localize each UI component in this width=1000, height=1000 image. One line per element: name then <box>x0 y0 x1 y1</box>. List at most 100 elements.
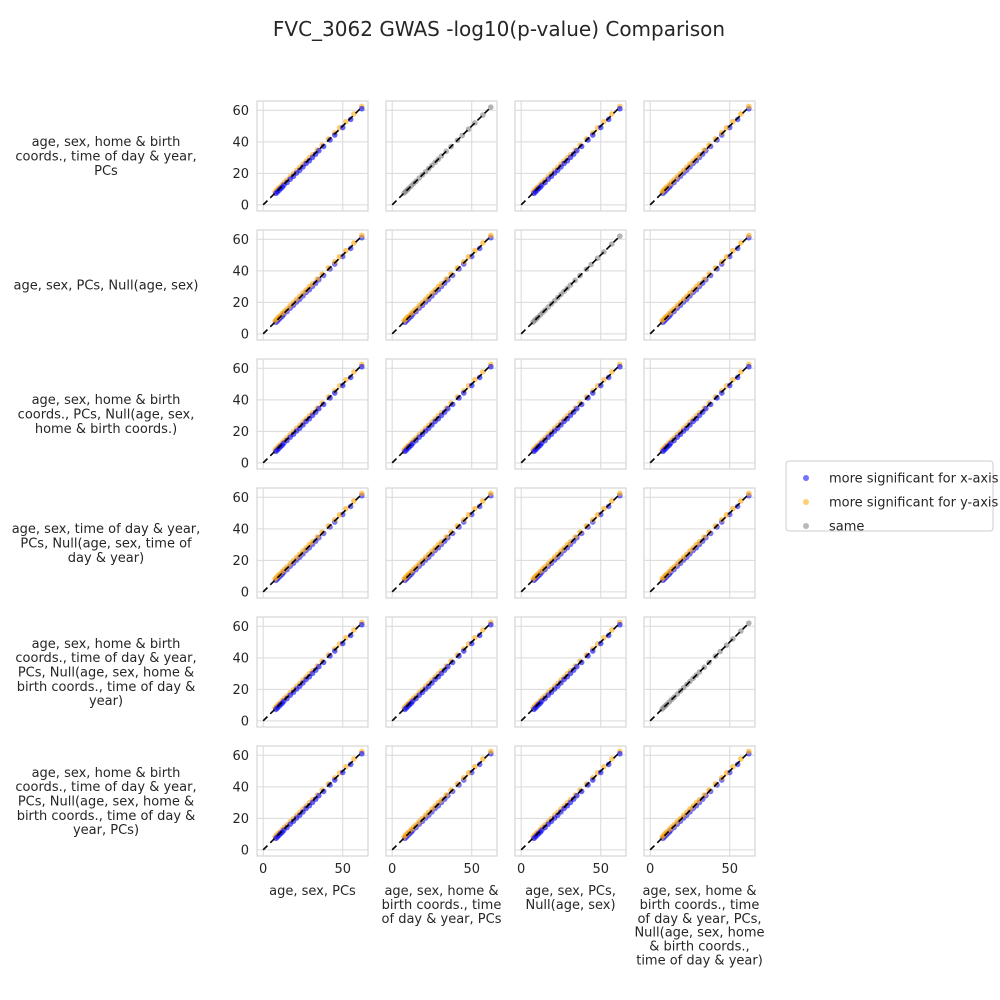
identity-line <box>391 751 492 851</box>
data-point <box>585 137 591 143</box>
data-point <box>597 640 604 647</box>
row-label: age, sex, time of day & year, PCs, Null(a… <box>12 522 201 566</box>
y-tick-label: 20 <box>232 296 249 311</box>
data-point <box>347 374 354 381</box>
data-point <box>359 105 365 112</box>
data-point <box>746 620 752 626</box>
data-point <box>325 265 332 271</box>
identity-line <box>649 364 750 464</box>
data-point <box>472 763 478 770</box>
y-tick-label: 20 <box>232 425 249 440</box>
panel-r2-c3 <box>514 229 627 341</box>
column-label: age, sex, PCs <box>269 884 356 899</box>
data-point <box>359 490 365 497</box>
identity-line <box>262 622 363 722</box>
data-point <box>605 761 612 768</box>
data-point <box>605 374 612 381</box>
data-point <box>465 511 472 518</box>
panel-r3-c2 <box>385 358 498 470</box>
data-point <box>476 374 483 381</box>
data-point <box>438 796 445 803</box>
data-point <box>572 534 579 540</box>
data-point <box>320 401 327 408</box>
data-point <box>601 376 607 383</box>
data-point <box>578 659 585 666</box>
data-point <box>701 534 708 540</box>
legend-label: same <box>829 520 864 535</box>
data-point <box>336 511 343 518</box>
data-point <box>567 538 574 545</box>
y-tick-label: 40 <box>232 651 249 666</box>
panel-r1-c3 <box>514 100 627 212</box>
data-point <box>472 634 478 641</box>
panel-r3-c1: 0 20 40 60 <box>232 358 369 471</box>
data-point <box>319 529 325 535</box>
panel-r3-c4 <box>643 358 756 470</box>
data-point <box>701 792 708 798</box>
panel-r4-c3 <box>514 487 627 599</box>
panel-grid: 0 20 40 60 0 20 40 60 0 20 40 60 0 20 40 60 0 20 40 60 0 20 40… <box>232 100 756 877</box>
panel-r6-c2: 0 50 <box>385 745 498 877</box>
data-point <box>617 233 623 239</box>
data-point <box>319 271 325 277</box>
data-point <box>601 763 607 770</box>
data-point <box>578 143 585 150</box>
data-point <box>456 395 462 401</box>
data-point <box>696 151 703 158</box>
panel-r1-c4 <box>643 100 756 212</box>
data-point <box>448 787 454 793</box>
data-point <box>585 395 591 401</box>
data-point <box>617 490 623 497</box>
data-point <box>320 659 327 666</box>
identity-line <box>262 364 363 464</box>
x-tick-label: 0 <box>517 862 525 877</box>
data-point <box>325 523 332 529</box>
data-point <box>488 490 494 497</box>
data-point <box>309 280 316 287</box>
data-point <box>476 632 483 639</box>
data-point <box>343 763 349 770</box>
y-tick-label: 0 <box>241 327 249 342</box>
identity-line <box>262 106 363 206</box>
x-tick-label: 50 <box>463 862 480 877</box>
data-point <box>443 534 450 540</box>
data-point <box>583 523 590 529</box>
panel-r6-c1: 0 20 40 60 0 50 <box>232 745 369 877</box>
legend-marker <box>803 499 809 505</box>
y-tick-label: 0 <box>241 843 249 858</box>
identity-line <box>649 106 750 206</box>
panel-r3-c3 <box>514 358 627 470</box>
data-point <box>468 382 475 389</box>
data-point <box>734 116 741 123</box>
x-tick-label: 50 <box>721 862 738 877</box>
data-point <box>327 395 333 401</box>
x-tick-label: 0 <box>388 862 396 877</box>
data-point <box>617 105 623 112</box>
identity-line <box>520 493 621 593</box>
data-point <box>585 653 591 659</box>
panel-r2-c4 <box>643 229 756 341</box>
row-labels: age, sex, home & birth coords., time of d… <box>12 135 201 838</box>
identity-line <box>520 751 621 851</box>
data-point <box>472 247 478 254</box>
data-point <box>696 796 703 803</box>
y-tick-label: 0 <box>241 198 249 213</box>
identity-line <box>262 493 363 593</box>
data-point <box>585 782 591 788</box>
data-point <box>339 640 346 647</box>
data-point <box>712 136 719 142</box>
data-point <box>359 232 365 239</box>
y-tick-label: 60 <box>232 104 249 119</box>
data-point <box>454 781 461 787</box>
identity-line <box>391 493 492 593</box>
data-point <box>347 116 354 123</box>
panel-r2-c1: 0 20 40 60 <box>232 229 369 342</box>
data-point <box>577 529 583 535</box>
panel-r5-c2 <box>385 616 498 728</box>
data-point <box>730 505 736 512</box>
data-point <box>746 748 752 755</box>
data-point <box>605 116 612 123</box>
data-point <box>594 511 601 518</box>
column-labels: age, sex, PCs age, sex, home & birth coord… <box>269 884 764 969</box>
